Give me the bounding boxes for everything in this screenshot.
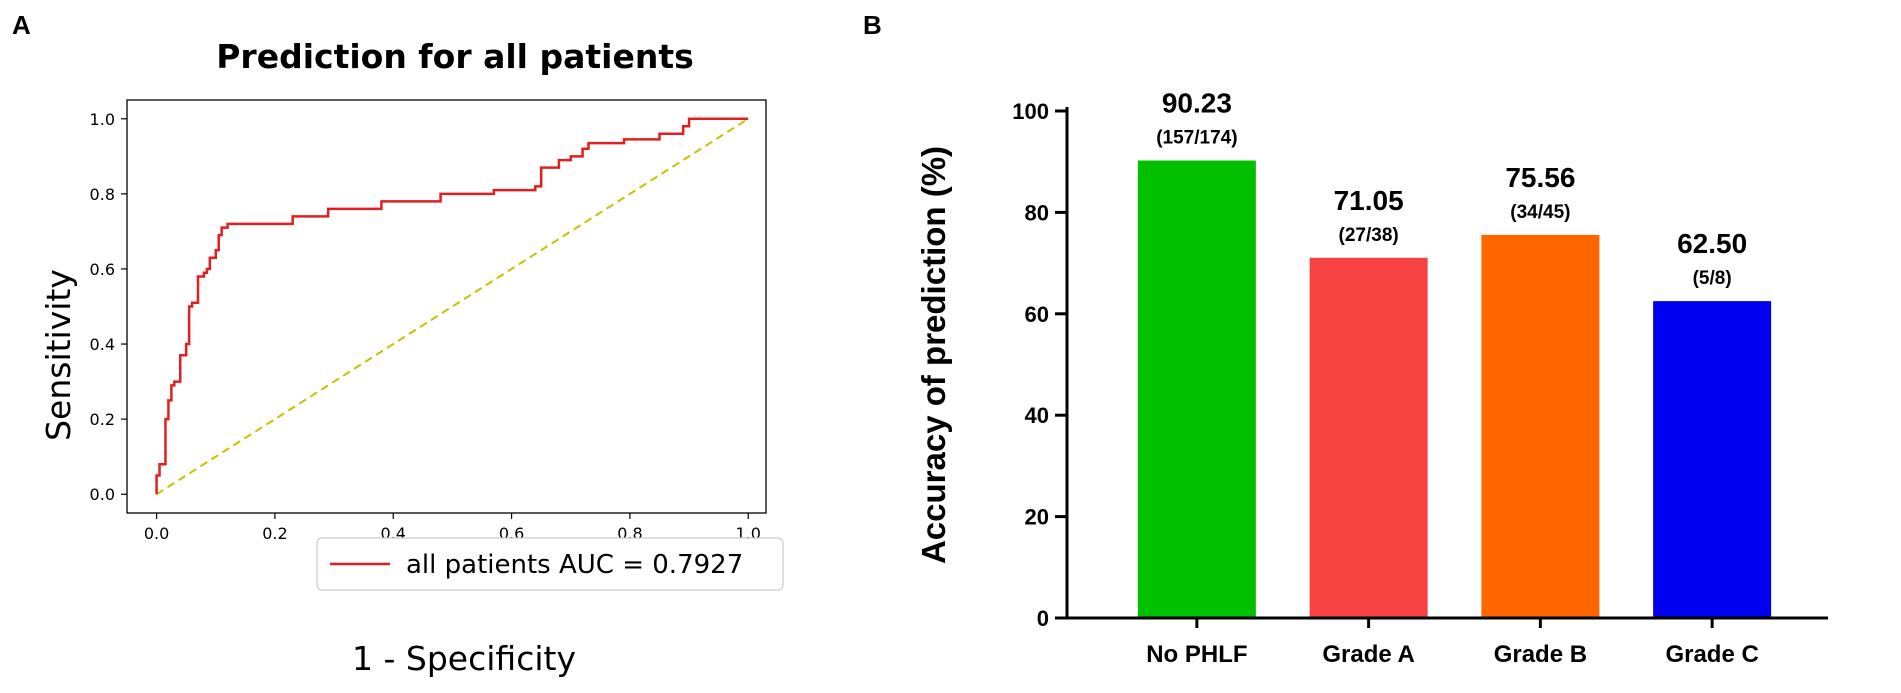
bar-y-tick-label: 80 xyxy=(1025,200,1049,225)
bar-count-label: (157/174) xyxy=(1156,128,1237,149)
bar-value-label: 62.50 xyxy=(1677,228,1747,259)
roc-y-tick-label: 0.8 xyxy=(90,185,115,204)
bar xyxy=(1653,301,1772,618)
chance-diagonal xyxy=(156,117,749,496)
roc-x-tick-label: 0.2 xyxy=(262,524,287,543)
bar-count-label: (5/8) xyxy=(1693,268,1732,289)
roc-plot-frame xyxy=(126,99,767,514)
panel-letter-b: B xyxy=(863,10,882,40)
roc-x-axis-label: 1 - Specificity xyxy=(352,639,576,678)
bar-count-label: (27/38) xyxy=(1339,225,1399,246)
bar-category-label: Grade C xyxy=(1665,641,1758,668)
bar xyxy=(1481,234,1600,618)
bar-y-axis-label: Accuracy of prediction (%) xyxy=(915,146,952,564)
roc-y-axis-label: Sensitivity xyxy=(39,269,78,441)
bar xyxy=(1137,160,1256,618)
bar-count-label: (34/45) xyxy=(1510,202,1570,223)
roc-y-tick-label: 0.0 xyxy=(90,485,115,504)
bar-category-label: Grade B xyxy=(1494,641,1587,668)
roc-y-tick-label: 0.6 xyxy=(90,260,115,279)
bar-value-label: 90.23 xyxy=(1162,88,1232,119)
roc-y-tick-label: 0.2 xyxy=(90,410,115,429)
roc-title: Prediction for all patients xyxy=(216,37,694,76)
roc-y-tick-label: 0.4 xyxy=(90,335,115,354)
bar-category-label: Grade A xyxy=(1322,641,1414,668)
roc-chart: Prediction for all patients 0.0 0.2 0.4 0.6… xyxy=(39,37,784,678)
bar-category-label: No PHLF xyxy=(1146,641,1247,668)
bar xyxy=(1309,257,1428,618)
roc-legend: all patients AUC = 0.7927 xyxy=(316,537,784,591)
bar-y-tick-label: 100 xyxy=(1012,99,1049,124)
bar-y-tick-label: 40 xyxy=(1025,403,1049,428)
bar-chart: Accuracy of prediction (%) 020406080100 … xyxy=(915,88,1828,668)
bar-value-label: 75.56 xyxy=(1505,162,1575,193)
bar-y-tick-label: 60 xyxy=(1025,302,1049,327)
roc-legend-label: all patients AUC = 0.7927 xyxy=(406,550,743,580)
bar-y-tick-label: 20 xyxy=(1025,505,1049,530)
roc-y-tick-label: 1.0 xyxy=(90,110,115,129)
panel-letter-a: A xyxy=(12,10,31,40)
roc-x-tick-label: 0.0 xyxy=(144,524,169,543)
roc-legend-box xyxy=(316,537,784,591)
bar-y-tick-label: 0 xyxy=(1037,606,1049,631)
roc-curve xyxy=(155,117,749,495)
bar-value-label: 71.05 xyxy=(1334,185,1404,216)
